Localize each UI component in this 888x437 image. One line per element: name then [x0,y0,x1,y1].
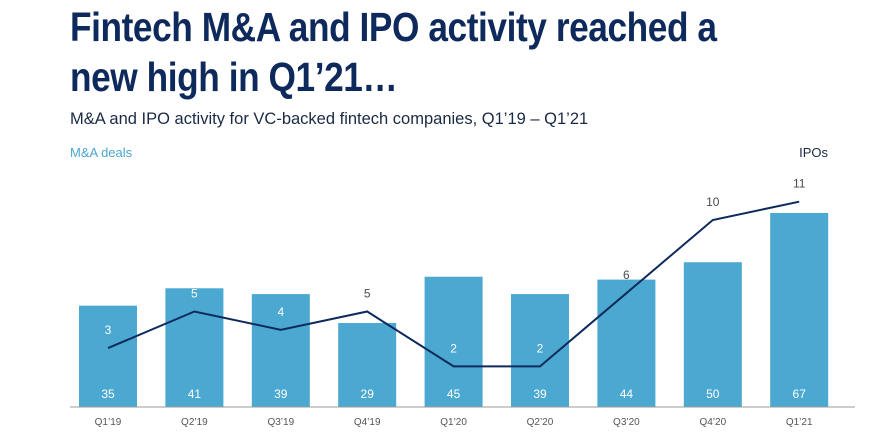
x-tick-label: Q2’20 [527,417,554,428]
bar [770,213,829,407]
ipo-value-label: 5 [191,287,198,301]
right-axis-label: IPOs [799,145,828,160]
x-tick-label: Q1’21 [786,417,813,428]
ipo-value-label: 2 [450,341,457,355]
bar-value-label: 44 [620,387,634,401]
bar-value-label: 39 [533,387,547,401]
bar [165,288,224,407]
ipo-value-label: 6 [623,268,630,282]
ipo-value-label: 4 [277,305,284,319]
bar-value-label: 41 [188,387,202,401]
ipo-value-label: 10 [706,195,720,209]
x-tick-label: Q3’19 [267,417,294,428]
x-tick-label: Q4’19 [354,417,381,428]
ipo-value-label: 2 [537,341,544,355]
x-tick-label: Q4’20 [699,417,726,428]
bar-value-label: 35 [101,387,115,401]
x-tick-label: Q1’19 [95,417,122,428]
bar-value-label: 50 [706,387,720,401]
bar [338,323,397,407]
chart-subtitle: M&A and IPO activity for VC-backed finte… [70,110,589,128]
bar [683,262,742,407]
bar [424,276,483,407]
bar [79,305,137,407]
x-tick-label: Q2’19 [181,417,208,428]
x-tick-label: Q3’20 [613,417,640,428]
ipo-value-label: 11 [793,177,806,191]
ipo-series-line [107,200,800,368]
bar [251,294,310,407]
bar [597,279,656,407]
bar-value-label: 67 [793,387,807,401]
bar-value-label: 29 [361,387,375,401]
bar-value-label: 39 [274,387,288,401]
bar-value-label: 45 [447,387,461,401]
x-tick-label: Q1’20 [440,417,467,428]
page-title: Fintech M&A and IPO activity reached a n… [70,4,717,100]
ipo-value-label: 5 [364,287,371,301]
left-axis-label: M&A deals [70,145,133,160]
ipo-value-label: 3 [105,323,112,337]
